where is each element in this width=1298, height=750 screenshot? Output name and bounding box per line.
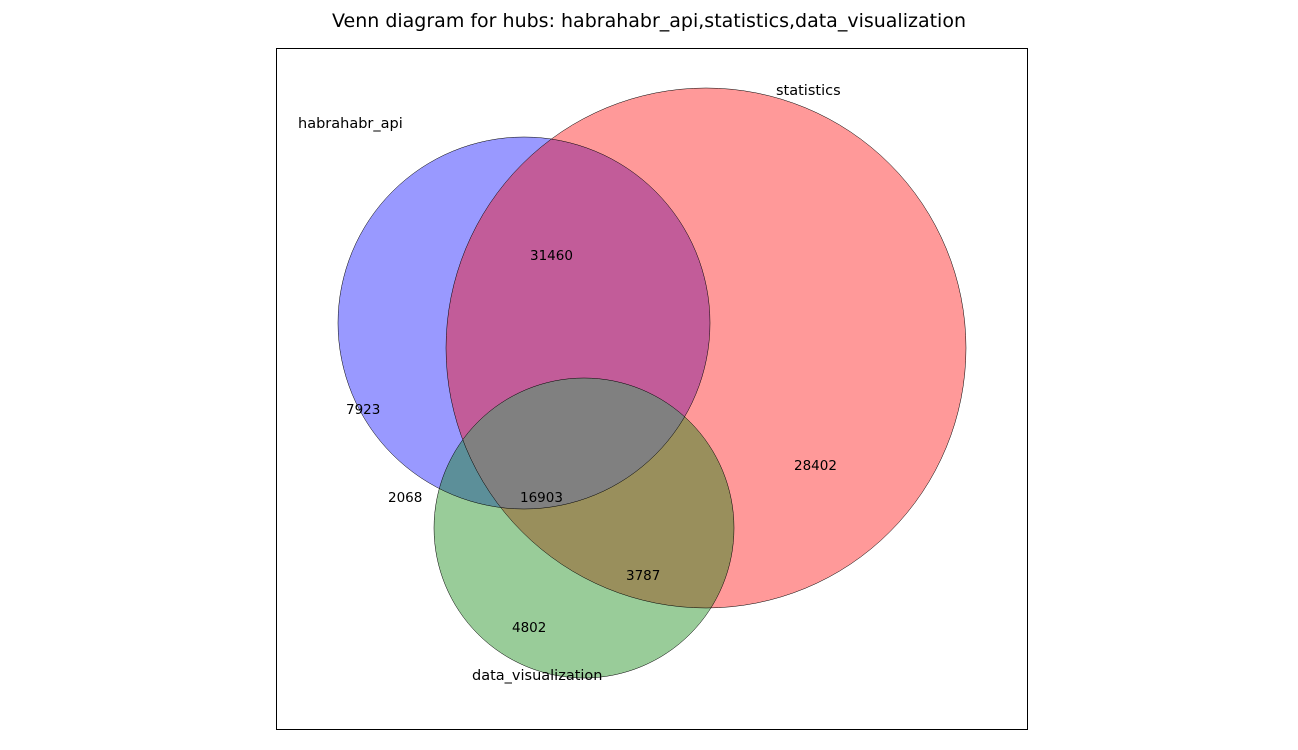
- set-label-a: habrahabr_api: [298, 116, 403, 132]
- region-ac: 2068: [388, 490, 422, 506]
- chart-title: Venn diagram for hubs: habrahabr_api,sta…: [0, 10, 1298, 32]
- set-label-c: data_visualization: [472, 668, 602, 684]
- venn-svg: [276, 48, 1026, 728]
- region-bc: 3787: [626, 568, 660, 584]
- region-only-b: 28402: [794, 458, 837, 474]
- region-ab: 31460: [530, 248, 573, 264]
- set-label-b: statistics: [776, 83, 841, 99]
- region-only-a: 7923: [346, 402, 380, 418]
- region-abc: 16903: [520, 490, 563, 506]
- region-only-c: 4802: [512, 620, 546, 636]
